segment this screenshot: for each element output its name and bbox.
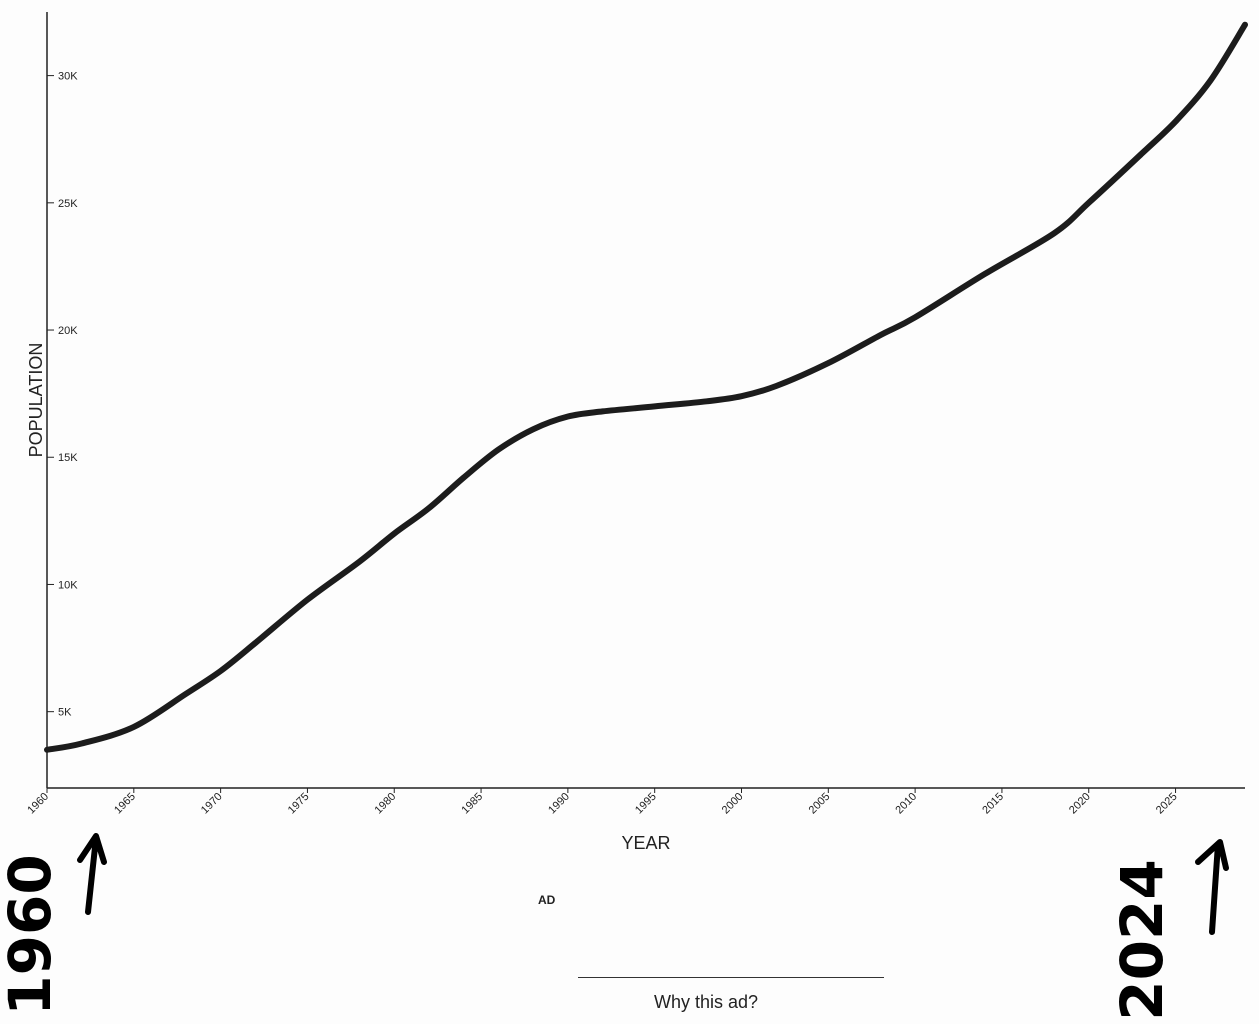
end-arrow-icon [1195, 839, 1229, 935]
y-ticks: 5K 10K 15K 20K 25K 30K [47, 71, 78, 719]
handwritten-start-annotation: 1960 [0, 833, 107, 1016]
y-tick-label: 5K [58, 707, 72, 719]
y-tick-label: 15K [58, 452, 78, 464]
x-tick-label: 2025 [1154, 791, 1180, 817]
x-tick-label: 2020 [1067, 791, 1093, 817]
x-tick-label: 1995 [633, 791, 659, 817]
ad-divider [578, 977, 884, 978]
x-tick-label: 1990 [546, 791, 572, 817]
x-tick-label: 1985 [459, 791, 485, 817]
y-axis-title: POPULATION [26, 343, 46, 458]
ad-label: AD [538, 893, 556, 907]
y-tick-label: 25K [58, 198, 78, 210]
handwritten-end-year: 2024 [1108, 859, 1176, 1020]
x-tick-label: 2015 [980, 791, 1006, 817]
x-axis-title: YEAR [621, 833, 670, 853]
x-tick-label: 1965 [112, 791, 138, 817]
handwritten-start-year: 1960 [0, 854, 64, 1015]
x-tick-label: 2000 [720, 791, 746, 817]
x-tick-label: 2005 [807, 791, 833, 817]
why-this-ad-link[interactable]: Why this ad? [654, 992, 759, 1012]
y-tick-label: 30K [58, 71, 78, 83]
x-tick-label: 1980 [373, 791, 399, 817]
y-tick-label: 20K [58, 325, 78, 337]
x-ticks: 1960 1965 1970 1975 1980 1985 1990 1995 2000 2005… [25, 788, 1180, 817]
handwritten-end-annotation: 2024 [1108, 839, 1229, 1021]
start-arrow-icon [77, 833, 107, 915]
population-line [44, 21, 1248, 753]
x-tick-label: 1960 [25, 791, 51, 817]
y-tick-label: 10K [58, 579, 78, 591]
x-tick-label: 1975 [286, 791, 312, 817]
x-tick-label: 1970 [199, 791, 225, 817]
x-tick-label: 2010 [893, 791, 919, 817]
chart-axes [46, 12, 1245, 789]
